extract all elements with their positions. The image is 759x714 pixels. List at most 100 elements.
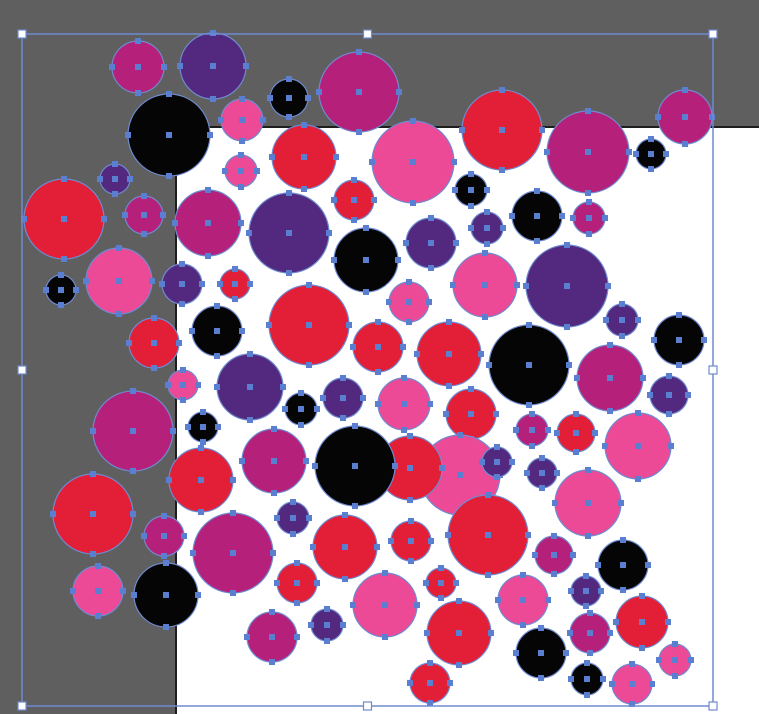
anchor-point[interactable] [407, 433, 413, 439]
anchor-point[interactable] [539, 455, 545, 461]
anchor-point[interactable] [478, 351, 484, 357]
anchor-point[interactable] [603, 317, 609, 323]
circle-pink[interactable] [70, 563, 126, 619]
anchor-point[interactable] [180, 367, 186, 373]
circle-black[interactable] [486, 322, 572, 408]
anchor-point[interactable] [401, 375, 407, 381]
anchor-point[interactable] [570, 215, 576, 221]
anchor-point[interactable] [243, 63, 249, 69]
anchor-point[interactable] [586, 231, 592, 237]
center-point[interactable] [529, 427, 535, 433]
circle-purple[interactable] [524, 455, 560, 491]
center-point[interactable] [457, 472, 463, 478]
circle-black[interactable] [43, 272, 79, 308]
anchor-point[interactable] [232, 266, 238, 272]
anchor-point[interactable] [58, 272, 64, 278]
center-point[interactable] [468, 411, 474, 417]
center-point[interactable] [428, 240, 434, 246]
anchor-point[interactable] [534, 238, 540, 244]
circle-red[interactable] [310, 512, 380, 582]
anchor-point[interactable] [199, 281, 205, 287]
anchor-point[interactable] [61, 256, 67, 262]
center-point[interactable] [427, 680, 433, 686]
center-point[interactable] [482, 282, 488, 288]
anchor-point[interactable] [427, 401, 433, 407]
anchor-point[interactable] [626, 149, 632, 155]
circle-magenta[interactable] [567, 610, 613, 656]
circle-purple[interactable] [246, 190, 332, 276]
anchor-point[interactable] [400, 344, 406, 350]
anchor-point[interactable] [482, 314, 488, 320]
anchor-point[interactable] [479, 459, 485, 465]
anchor-point[interactable] [109, 64, 115, 70]
anchor-point[interactable] [682, 87, 688, 93]
center-point[interactable] [485, 532, 491, 538]
circle-purple[interactable] [647, 373, 691, 417]
circle-red[interactable] [375, 433, 445, 503]
anchor-point[interactable] [485, 572, 491, 578]
anchor-point[interactable] [514, 282, 520, 288]
anchor-point[interactable] [428, 215, 434, 221]
anchor-point[interactable] [563, 650, 569, 656]
anchor-point[interactable] [340, 622, 346, 628]
center-point[interactable] [58, 287, 64, 293]
anchor-point[interactable] [333, 154, 339, 160]
anchor-point[interactable] [395, 257, 401, 263]
anchor-point[interactable] [663, 151, 669, 157]
anchor-point[interactable] [214, 303, 220, 309]
anchor-point[interactable] [635, 410, 641, 416]
anchor-point[interactable] [564, 324, 570, 330]
center-point[interactable] [286, 230, 292, 236]
anchor-point[interactable] [592, 430, 598, 436]
circle-purple[interactable] [214, 351, 286, 423]
center-point[interactable] [639, 619, 645, 625]
center-point[interactable] [269, 634, 275, 640]
anchor-point[interactable] [254, 168, 260, 174]
anchor-point[interactable] [509, 459, 515, 465]
center-point[interactable] [635, 443, 641, 449]
anchor-point[interactable] [602, 443, 608, 449]
handle-top-left[interactable] [17, 29, 27, 39]
anchor-point[interactable] [408, 558, 414, 564]
anchor-point[interactable] [346, 322, 352, 328]
anchor-point[interactable] [280, 384, 286, 390]
handle-top-right[interactable] [708, 29, 718, 39]
circle-pink[interactable] [495, 572, 551, 628]
anchor-point[interactable] [629, 661, 635, 667]
anchor-point[interactable] [456, 598, 462, 604]
circle-purple[interactable] [603, 301, 641, 339]
anchor-point[interactable] [619, 333, 625, 339]
anchor-point[interactable] [655, 114, 661, 120]
circle-magenta[interactable] [513, 411, 551, 449]
center-point[interactable] [456, 630, 462, 636]
anchor-point[interactable] [176, 340, 182, 346]
anchor-point[interactable] [271, 490, 277, 496]
center-point[interactable] [401, 401, 407, 407]
circle-black[interactable] [185, 409, 221, 445]
anchor-point[interactable] [177, 63, 183, 69]
anchor-point[interactable] [568, 676, 574, 682]
anchor-point[interactable] [306, 362, 312, 368]
anchor-point[interactable] [305, 95, 311, 101]
anchor-point[interactable] [427, 660, 433, 666]
center-point[interactable] [607, 375, 613, 381]
circle-black[interactable] [452, 171, 490, 209]
anchor-point[interactable] [484, 209, 490, 215]
anchor-point[interactable] [205, 253, 211, 259]
circle-magenta[interactable] [655, 87, 715, 147]
circle-purple[interactable] [403, 215, 459, 271]
circle-pink[interactable] [386, 279, 432, 325]
circle-red[interactable] [424, 598, 494, 668]
anchor-point[interactable] [392, 463, 398, 469]
anchor-point[interactable] [180, 397, 186, 403]
circle-red[interactable] [166, 445, 236, 515]
circle-black[interactable] [651, 312, 707, 368]
anchor-point[interactable] [539, 127, 545, 133]
center-point[interactable] [586, 215, 592, 221]
anchor-point[interactable] [574, 375, 580, 381]
circle-pink[interactable] [83, 245, 155, 317]
anchor-point[interactable] [559, 213, 565, 219]
center-point[interactable] [468, 187, 474, 193]
anchor-point[interactable] [308, 622, 314, 628]
anchor-point[interactable] [218, 117, 224, 123]
